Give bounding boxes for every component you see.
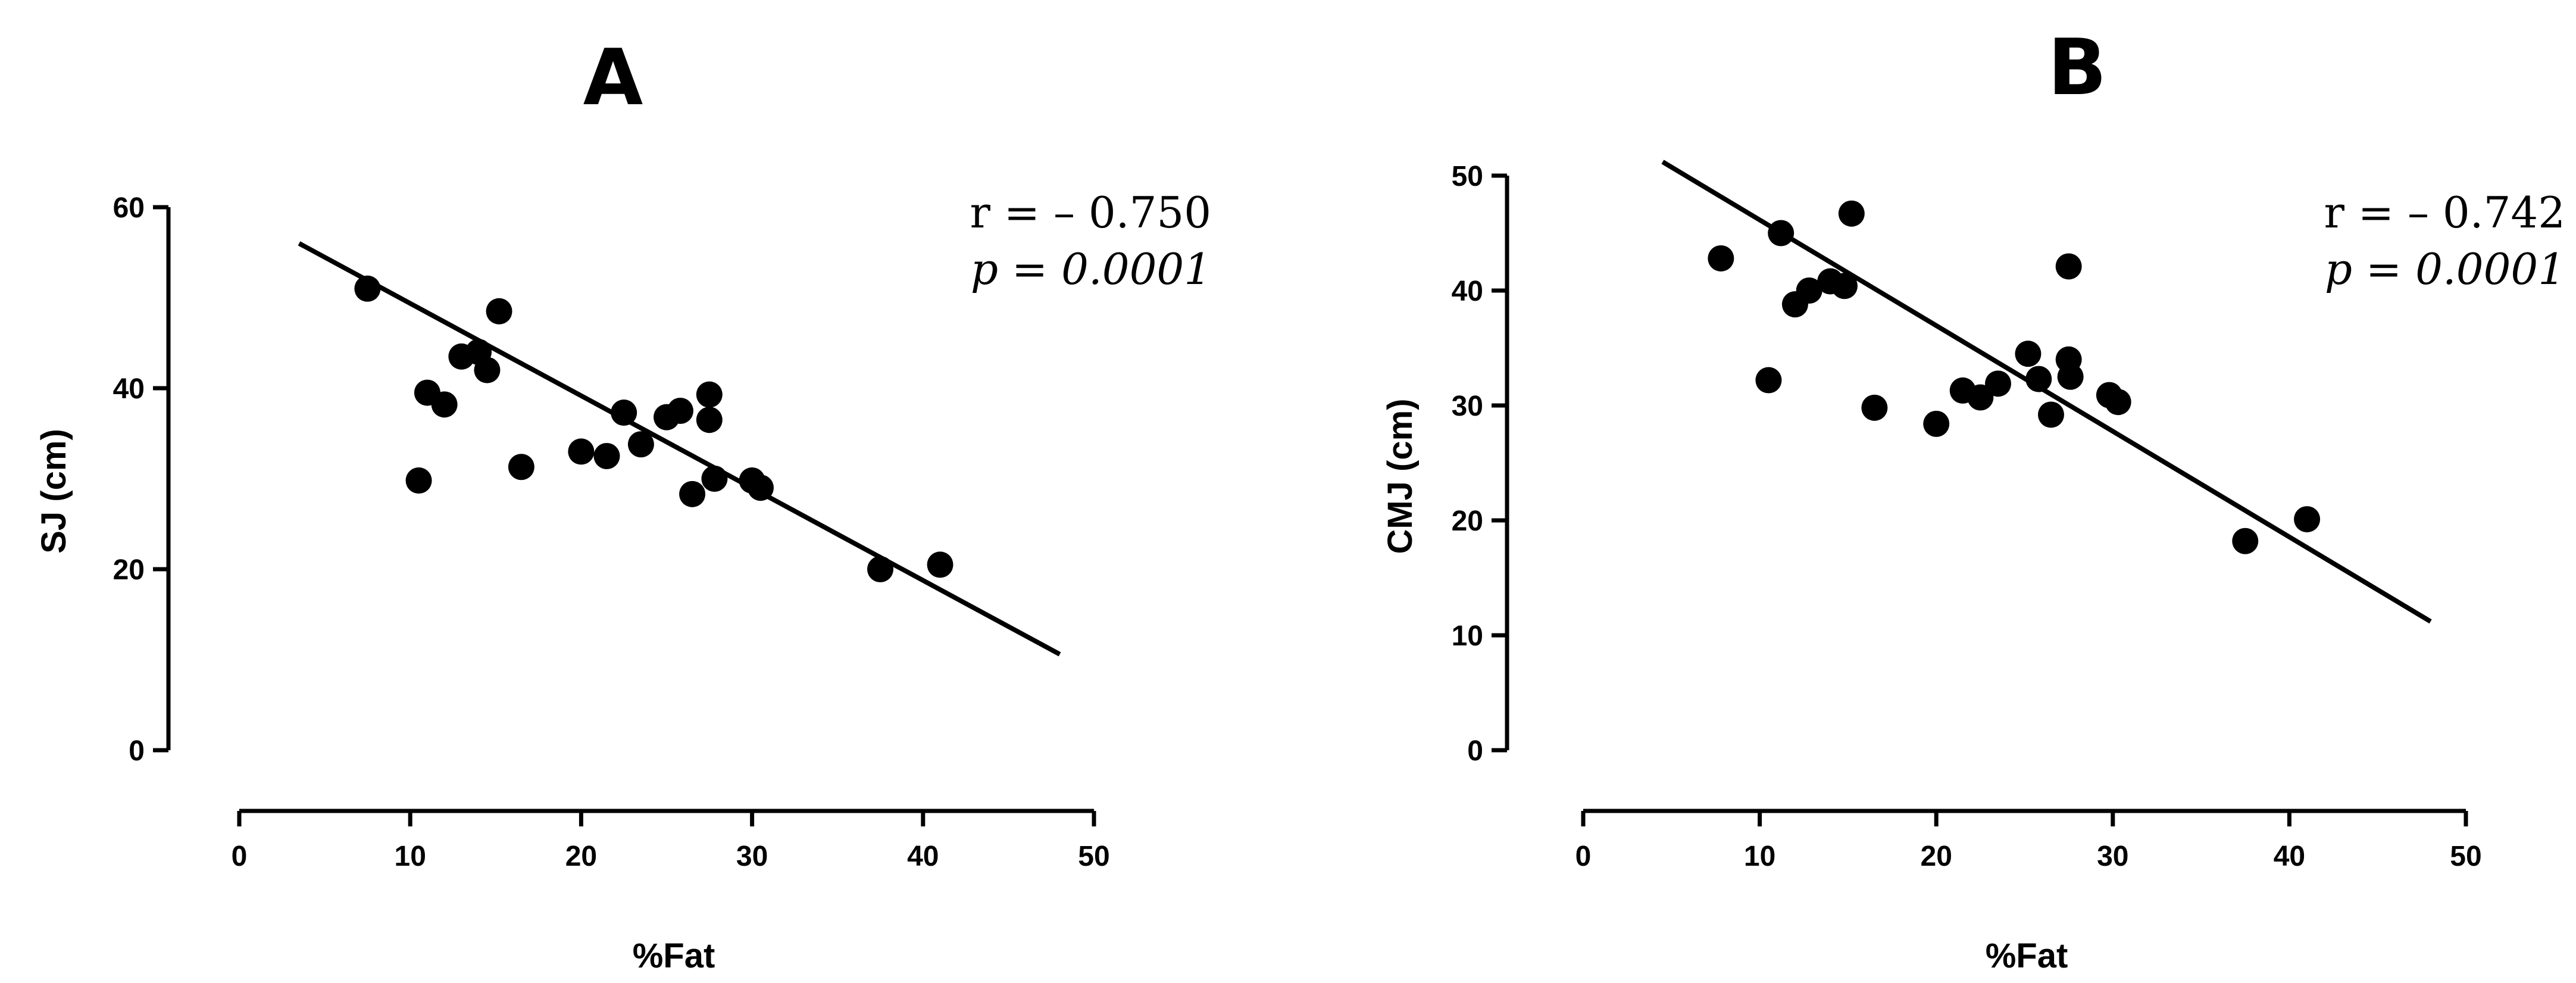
- x-tick-label-a: 10: [395, 841, 426, 872]
- x-axis-title-a: %Fat: [633, 937, 715, 975]
- panel-a: A r = – 0.750 p = 0.0001 %Fat SJ (cm) 0 2…: [35, 32, 1211, 975]
- data-point-a: [474, 357, 501, 383]
- x-tick-label-b: 20: [1921, 841, 1952, 872]
- y-tick-label-b: 40: [1452, 276, 1483, 307]
- data-point-b: [1861, 394, 1888, 421]
- data-point-a: [486, 298, 512, 324]
- regression-line-a: [298, 241, 1061, 657]
- data-point-a: [696, 381, 723, 408]
- x-tick-label-b: 0: [1575, 841, 1592, 872]
- y-axis-title-b: CMJ (cm): [1381, 398, 1420, 554]
- panel-title-a: A: [583, 32, 643, 123]
- data-point-a: [568, 438, 595, 465]
- data-point-b: [1796, 277, 1822, 304]
- x-tick-label-a: 0: [232, 841, 248, 872]
- data-point-b: [1831, 273, 1858, 299]
- data-point-b: [1838, 200, 1865, 227]
- p-value-b: p = 0.0001: [2325, 244, 2565, 294]
- data-point-a: [667, 398, 693, 424]
- data-point-b: [2037, 401, 2064, 428]
- data-point-a: [927, 551, 954, 578]
- data-point-b: [1923, 410, 1950, 437]
- y-axis-title-a: SJ (cm): [35, 429, 73, 554]
- x-tick-label-b: 30: [2097, 841, 2128, 872]
- data-point-b: [2015, 341, 2042, 367]
- y-tick-label-b: 30: [1452, 391, 1483, 422]
- data-point-b: [2025, 366, 2052, 392]
- y-tick-label-b: 20: [1452, 505, 1483, 537]
- data-point-a: [593, 443, 620, 469]
- data-point-b: [1755, 367, 1782, 394]
- data-point-a: [611, 400, 637, 426]
- x-tick-label-b: 50: [2450, 841, 2481, 872]
- r-value-a: r = – 0.750: [970, 188, 1211, 238]
- data-point-a: [431, 391, 458, 418]
- x-tick-label-a: 20: [565, 841, 597, 872]
- data-point-a: [405, 467, 432, 494]
- r-value-b: r = – 0.742: [2324, 188, 2565, 238]
- x-tick-label-a: 50: [1078, 841, 1109, 872]
- data-point-a: [867, 556, 893, 582]
- data-point-a: [701, 466, 728, 492]
- data-point-b: [2294, 506, 2321, 533]
- data-point-b: [1985, 370, 2012, 397]
- data-point-b: [1768, 220, 1795, 246]
- data-point-a: [627, 431, 654, 458]
- y-tick-label-b: 0: [1467, 735, 1483, 767]
- x-tick-label-a: 30: [736, 841, 768, 872]
- x-axis-title-b: %Fat: [1986, 937, 2068, 975]
- x-tick-label-b: 40: [2274, 841, 2305, 872]
- p-value-a: p = 0.0001: [971, 244, 1211, 294]
- y-tick-label-b: 50: [1452, 161, 1483, 192]
- data-point-b: [2105, 389, 2131, 416]
- data-point-a: [354, 275, 381, 302]
- data-point-b: [1967, 384, 1994, 411]
- data-point-b: [2057, 363, 2084, 390]
- panel-b: B r = – 0.742 p = 0.0001 %Fat CMJ (cm) 0…: [1381, 22, 2565, 975]
- x-tick-label-b: 10: [1744, 841, 1775, 872]
- x-tick-label-a: 40: [907, 841, 939, 872]
- data-point-a: [696, 407, 723, 433]
- data-point-a: [679, 480, 706, 507]
- data-point-b: [1708, 245, 1734, 272]
- panel-title-b: B: [2047, 22, 2106, 113]
- data-point-a: [747, 475, 774, 501]
- y-tick-label-a: 40: [113, 373, 145, 405]
- data-point-b: [2055, 253, 2082, 280]
- y-tick-label-a: 0: [129, 735, 145, 767]
- y-tick-label-a: 20: [113, 554, 145, 586]
- y-tick-label-a: 60: [113, 192, 145, 224]
- data-point-b: [2232, 528, 2259, 554]
- data-point-a: [508, 454, 534, 480]
- y-tick-label-b: 10: [1452, 620, 1483, 652]
